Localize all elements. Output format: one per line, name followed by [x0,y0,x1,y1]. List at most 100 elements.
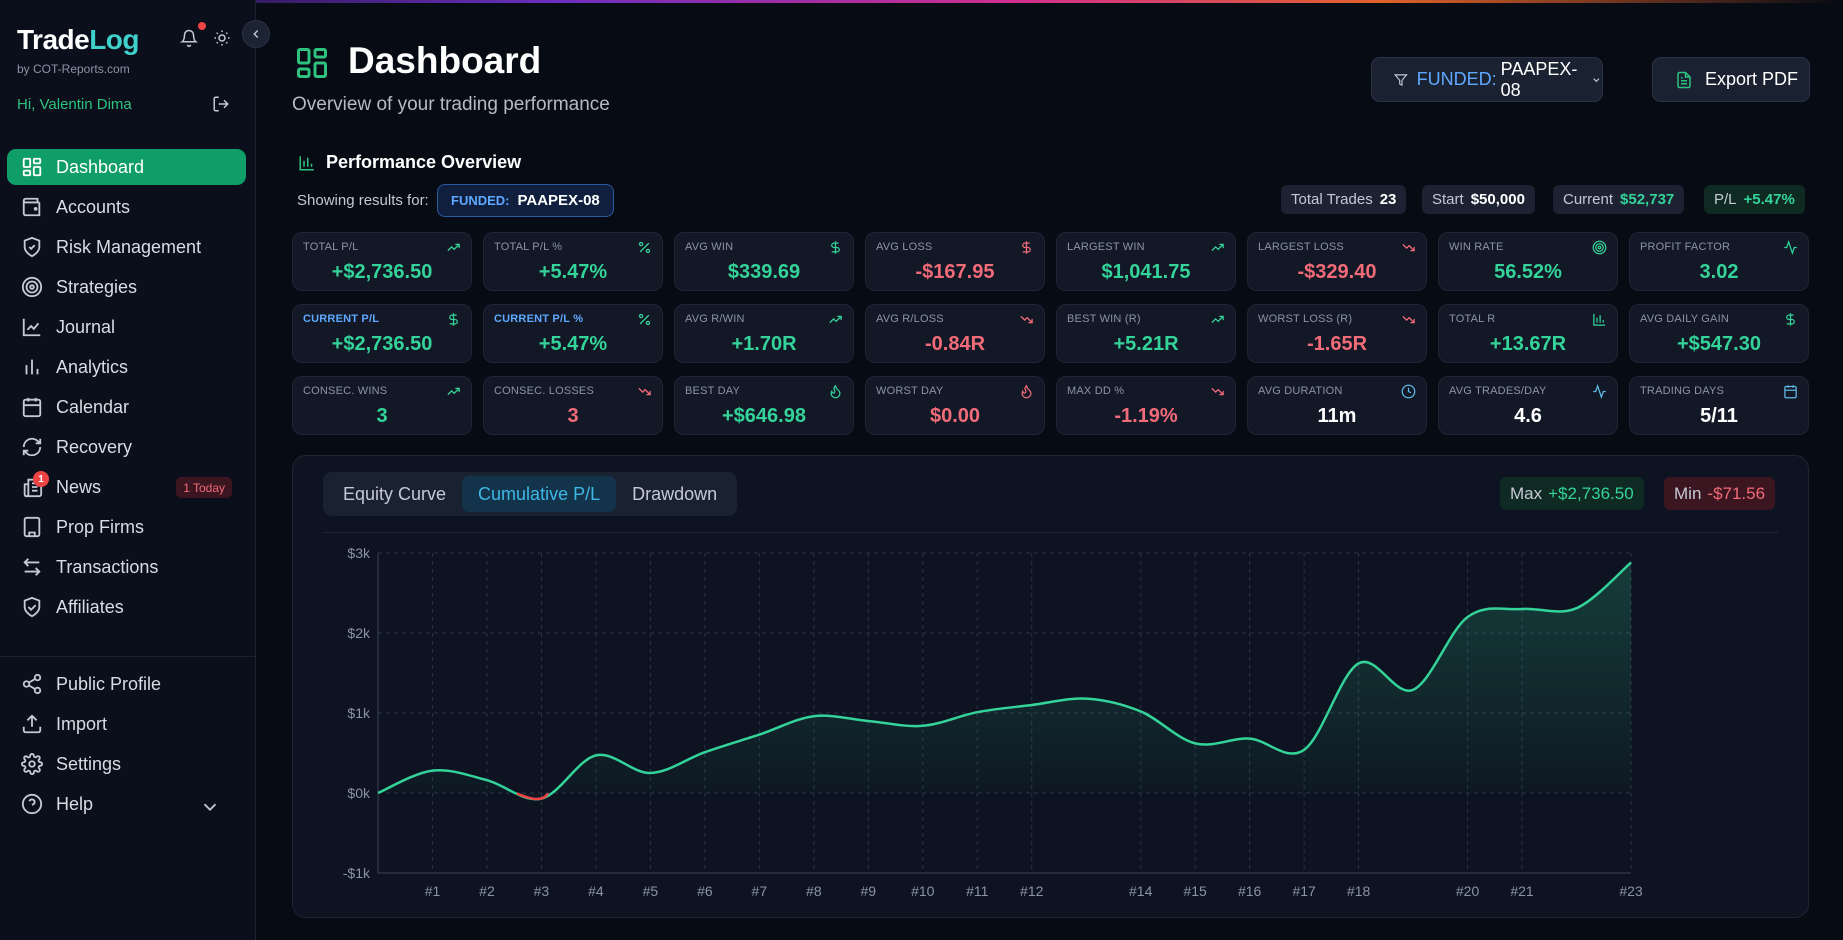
sidebar-item-calendar[interactable]: Calendar [7,389,246,425]
sidebar-item-import[interactable]: Import [7,706,246,742]
stat-label: AVG R/WIN [685,313,745,325]
stat-value: $1,041.75 [1101,261,1191,283]
sidebar-item-label: Calendar [56,396,130,417]
stat-label: MAX DD % [1067,385,1125,397]
collapse-sidebar-button[interactable] [242,20,270,48]
stat-value: +1.70R [731,333,797,355]
showing-results-label: Showing results for: [297,192,429,209]
stat-value: 3 [376,405,388,427]
dollar-icon [831,241,840,254]
chart-tabs: Equity Curve Cumulative P/L Drawdown [323,472,738,516]
sidebar-item-label: Accounts [56,196,131,217]
stat-value: $0.00 [929,405,981,427]
target-icon [1592,240,1607,255]
stat-card-profit-factor: PROFIT FACTOR 3.02 [1629,232,1809,291]
sidebar-item-transactions[interactable]: Transactions [7,549,246,585]
sun-icon[interactable] [213,29,231,47]
stat-label: TRADING DAYS [1640,385,1725,397]
sidebar-item-strategies[interactable]: Strategies [7,269,246,305]
x-tick-label: #2 [479,883,495,899]
sidebar-item-news[interactable]: 1 News 1 Today [7,469,246,505]
sidebar-item-label: Import [56,713,108,734]
stat-value: -1.19% [1114,405,1178,427]
stat-value: +5.47% [538,261,608,283]
sidebar-item-public-profile[interactable]: Public Profile [7,666,246,702]
y-tick-label: $0k [347,785,371,801]
stat-card-avg-win: AVG WIN $339.69 [674,232,854,291]
brand-logo[interactable]: TradeLog [17,24,140,55]
sidebar-item-label: Affiliates [56,596,124,617]
sidebar-item-label: Public Profile [56,673,162,694]
bell-icon[interactable] [180,29,198,47]
selected-account-pill: FUNDED: PAAPEX-08 [437,184,614,217]
x-tick-label: #21 [1510,883,1534,899]
user-greeting: Hi, Valentin Dima [17,96,132,113]
account-filter-button[interactable]: FUNDED: PAAPEX-08 [1371,57,1603,102]
sidebar-item-recovery[interactable]: Recovery [7,429,246,465]
trend-up-icon [1211,315,1224,324]
sidebar-item-risk[interactable]: Risk Management [7,229,246,265]
start-balance-pill: Start $50,000 [1422,185,1535,214]
sidebar-item-help[interactable]: Help [7,786,246,822]
trend-down-icon [638,387,651,396]
tab-drawdown[interactable]: Drawdown [632,483,718,504]
notification-dot [198,22,206,30]
stat-card-avg-duration: AVG DURATION 11m [1247,376,1427,435]
sidebar-item-affiliates[interactable]: Affiliates [7,589,246,625]
tab-cumulative-pl[interactable]: Cumulative P/L [462,476,617,512]
stat-value: 3 [567,405,579,427]
stat-label: TOTAL P/L [303,241,359,253]
transfer-icon [23,558,41,576]
stat-card-largest-loss: LARGEST LOSS -$329.40 [1247,232,1427,291]
stat-value: 5/11 [1700,405,1738,427]
brand-subtitle: by COT-Reports.com [17,62,130,76]
handshake-icon [23,596,41,618]
sidebar-divider [0,656,256,657]
sidebar-item-label: Dashboard [56,156,145,177]
sidebar-item-journal[interactable]: Journal [7,309,246,345]
stat-card-max-dd: MAX DD % -1.19% [1056,376,1236,435]
x-tick-label: #11 [966,883,989,899]
stat-value: +$2,736.50 [331,333,433,355]
sidebar-item-label: Recovery [56,436,133,457]
export-label: Export PDF [1705,69,1799,89]
sidebar-item-accounts[interactable]: Accounts [7,189,246,225]
trend-down-icon [1402,243,1415,252]
stat-card-avg-trades-day: AVG TRADES/DAY 4.6 [1438,376,1618,435]
sidebar-item-settings[interactable]: Settings [7,746,246,782]
sidebar-item-dashboard[interactable]: Dashboard [7,149,246,185]
sidebar-item-label: Risk Management [56,236,202,257]
stat-card-avg-r-loss: AVG R/LOSS -0.84R [865,304,1045,363]
stat-card-consec-losses: CONSEC. LOSSES 3 [483,376,663,435]
pl-percent-pill: P/L +5.47% [1704,185,1805,214]
wallet-icon [22,197,41,217]
sidebar-item-prop-firms[interactable]: Prop Firms [7,509,246,545]
stat-label: CONSEC. WINS [303,385,388,397]
stat-value: -$329.40 [1297,261,1377,283]
x-tick-label: #20 [1456,883,1480,899]
stat-label: AVG WIN [685,241,734,253]
filter-label: FUNDED: [1416,69,1497,89]
sidebar-item-label: Help [56,793,94,814]
tab-equity-curve[interactable]: Equity Curve [343,483,447,504]
stat-value: $339.69 [727,261,801,283]
percent-icon [638,241,651,254]
chevron-down-icon[interactable] [199,796,221,818]
stat-label: AVG TRADES/DAY [1449,385,1547,397]
x-tick-label: #9 [861,883,877,899]
max-value-pill: Max +$2,736.50 [1500,477,1644,510]
equity-line [377,561,1632,801]
export-pdf-button[interactable]: Export PDF [1652,57,1810,102]
trend-up-icon [829,315,842,324]
logout-icon[interactable] [212,95,230,113]
stat-value: -1.65R [1306,333,1368,355]
sidebar-item-analytics[interactable]: Analytics [7,349,246,385]
stat-label: PROFIT FACTOR [1640,241,1731,253]
y-tick-label: $1k [347,705,371,721]
stat-card-total-r: TOTAL R +13.67R [1438,304,1618,363]
x-tick-label: #4 [588,883,604,899]
sidebar-item-label: Journal [56,316,116,337]
sidebar: TradeLog by COT-Reports.com Hi, Valentin… [0,0,256,940]
min-value-pill: Min -$71.56 [1664,477,1776,510]
activity-icon [1593,384,1606,399]
